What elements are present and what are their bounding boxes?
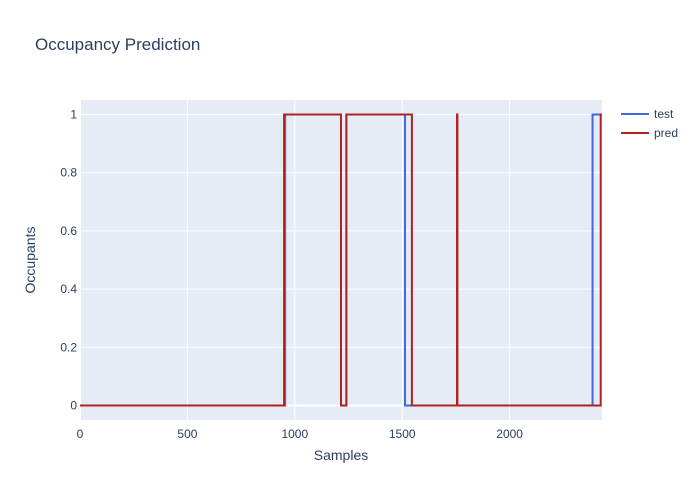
- legend-item-test[interactable]: test: [621, 107, 674, 121]
- y-tick-label: 1: [70, 108, 77, 122]
- x-tick-label: 1000: [281, 427, 308, 441]
- series-line-pred: [80, 113, 602, 407]
- legend-item-pred[interactable]: pred: [621, 126, 678, 140]
- chart-title: Occupancy Prediction: [35, 35, 200, 54]
- x-tick-label: 500: [177, 427, 197, 441]
- x-tick-label: 2000: [496, 427, 523, 441]
- y-tick-label: 0: [70, 398, 77, 412]
- series-lines: [80, 113, 602, 407]
- y-tick-label: 0.8: [60, 166, 77, 180]
- legend-label: test: [654, 107, 674, 121]
- legend-label: pred: [654, 126, 678, 140]
- x-tick-label: 1500: [389, 427, 416, 441]
- y-tick-labels: 0 0.2 0.4 0.6 0.8 1: [60, 108, 77, 413]
- x-tick-labels: 0 500 1000 1500 2000: [77, 427, 524, 441]
- y-tick-label: 0.2: [60, 340, 77, 354]
- y-axis-title: Occupants: [22, 227, 38, 294]
- x-tick-label: 0: [77, 427, 84, 441]
- x-axis-title: Samples: [314, 447, 368, 463]
- y-tick-label: 0.6: [60, 224, 77, 238]
- y-tick-label: 0.4: [60, 282, 77, 296]
- legend[interactable]: test pred: [621, 107, 678, 140]
